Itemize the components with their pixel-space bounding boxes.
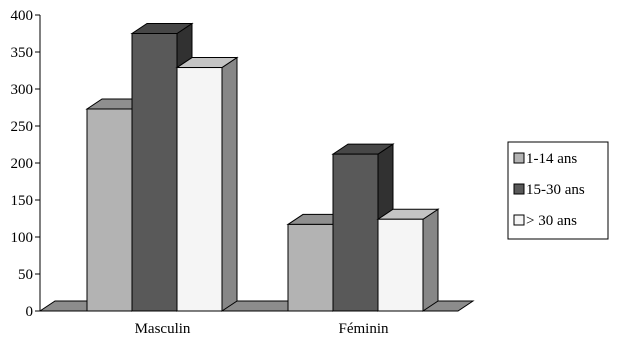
y-tick-label: 300 [11, 82, 34, 98]
bar-front [377, 218, 424, 312]
legend-box [507, 141, 609, 240]
bar-front [287, 223, 334, 312]
bar-front [131, 33, 178, 312]
y-tick-label: 150 [11, 193, 34, 209]
y-tick-label: 250 [11, 119, 34, 135]
y-tick-label: 0 [26, 304, 34, 320]
y-tick-label: 400 [11, 8, 34, 24]
bar-side [422, 208, 439, 312]
category-label: Masculin [135, 321, 191, 337]
legend-label: > 30 ans [526, 213, 577, 229]
legend-swatch [513, 183, 525, 195]
category-labels: Masculin Féminin [135, 321, 389, 337]
legend-swatch [513, 214, 525, 226]
y-tick-label: 50 [18, 267, 33, 283]
bar-side [221, 56, 238, 312]
bar [175, 56, 239, 312]
y-tick-label: 200 [11, 156, 34, 172]
y-axis: 0 50 100 150 200 250 300 350 400 [11, 8, 41, 320]
y-tick-label: 350 [11, 45, 34, 61]
bar-front [86, 108, 133, 312]
bar [376, 208, 440, 312]
bar-front [176, 67, 223, 312]
category-label: Féminin [338, 321, 389, 337]
legend-swatch [513, 152, 525, 164]
bar-front [332, 153, 379, 312]
legend-label: 15-30 ans [526, 182, 585, 198]
bars [85, 22, 440, 312]
legend: 1-14 ans 15-30 ans > 30 ans [507, 141, 609, 240]
y-tick-label: 100 [11, 230, 34, 246]
legend-label: 1-14 ans [526, 151, 577, 167]
